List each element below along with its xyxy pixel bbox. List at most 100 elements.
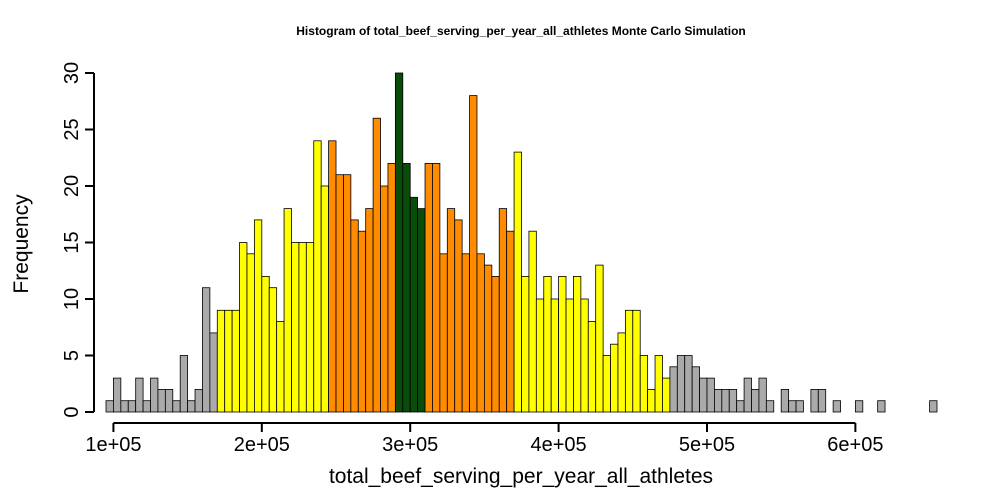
histogram-bar [261,275,270,413]
histogram-bar [728,388,738,413]
x-tick-label: 4e+05 [531,434,587,456]
histogram-bar [795,400,804,413]
histogram-bar [417,208,426,413]
histogram-bar [535,298,545,413]
x-tick-label: 1e+05 [85,434,141,456]
histogram-bar [298,242,307,413]
histogram-bar [365,208,374,413]
histogram-bar [328,140,337,413]
histogram-bar [832,400,841,413]
y-tick-label: 30 [61,62,83,84]
histogram-bars [105,72,938,413]
y-tick-label: 0 [61,406,83,417]
y-tick-label: 10 [61,288,83,310]
histogram-bar [513,151,522,413]
histogram-bar [595,264,604,413]
histogram-bar [721,388,730,413]
histogram-bar [142,400,151,413]
histogram-bar [283,208,292,413]
histogram-bar [854,400,864,413]
histogram-bar [706,377,715,413]
y-axis-label: Frequency [10,194,33,294]
histogram-bar [402,162,411,413]
x-tick-label: 3e+05 [382,434,438,456]
histogram-bar [276,321,285,413]
histogram-bar [127,400,137,413]
histogram-bar [684,355,693,413]
histogram-bar [743,377,752,413]
histogram-bar [647,388,656,413]
histogram-bar [313,140,322,413]
histogram-bar [216,309,226,413]
histogram-bar [372,117,381,413]
histogram-bar [253,219,263,413]
histogram-bar [654,355,663,413]
x-tick-label: 5e+05 [679,434,735,456]
histogram-bar [469,95,478,413]
histogram-bar [335,174,344,413]
x-tick-label: 6e+05 [827,434,883,456]
histogram-bar [491,275,500,413]
histogram-bar [565,298,574,413]
histogram-bar [810,388,819,413]
histogram-bar [246,253,255,413]
x-tick-label: 2e+05 [234,434,290,456]
histogram-bar [231,309,240,413]
histogram-bar [461,253,470,413]
histogram-bar [387,162,396,413]
y-tick-label: 25 [61,118,83,140]
histogram-bar [669,366,678,413]
x-axis: 1e+05 2e+05 3e+05 4e+05 5e+05 6e+05 [85,422,883,456]
y-axis: 0 5 10 15 20 25 30 [61,62,95,418]
histogram-bar [179,355,189,413]
histogram-bar [587,321,597,413]
histogram-bar [580,298,589,413]
histogram-bar [157,388,166,413]
histogram-bar [187,400,196,413]
histogram-bar [699,377,708,413]
histogram-bar [632,309,641,413]
histogram-bar [305,242,315,413]
histogram-bar [662,377,671,413]
histogram-bar [394,72,404,413]
histogram-bar [291,242,300,413]
histogram-bar [343,174,352,413]
histogram-bar [439,253,448,413]
histogram-bar [758,377,767,413]
histogram-bar [164,388,174,413]
histogram-bar [476,253,485,413]
y-tick-label: 5 [61,350,83,361]
y-tick-label: 20 [61,175,83,197]
histogram-bar [528,230,537,413]
histogram-bar [350,219,359,413]
histogram-bar [498,208,508,413]
histogram-bar [877,400,886,413]
histogram-bar [320,185,329,413]
histogram-bar [543,275,552,413]
histogram-bar [135,377,144,413]
histogram-bar [483,264,493,413]
x-axis-label: total_beef_serving_per_year_all_athletes [329,465,713,488]
histogram-bar [736,400,745,413]
histogram-bar [446,208,456,413]
histogram-bar [624,309,634,413]
histogram-bar [817,388,827,413]
histogram-bar [788,400,797,413]
histogram-bar [239,242,248,413]
histogram-bar [765,400,775,413]
histogram-bar [194,388,203,413]
histogram-bar [610,343,619,413]
histogram-bar [202,287,211,413]
histogram-bar [780,388,790,413]
histogram-bar [357,230,367,413]
histogram-bar [506,230,515,413]
histogram-bar [150,377,159,413]
histogram-bar [454,219,463,413]
histogram-bar [113,377,122,413]
histogram-bar [120,400,129,413]
histogram-bar [209,332,218,413]
histogram-bar [224,309,233,413]
histogram-bar [268,287,278,413]
y-tick-label: 15 [61,231,83,253]
